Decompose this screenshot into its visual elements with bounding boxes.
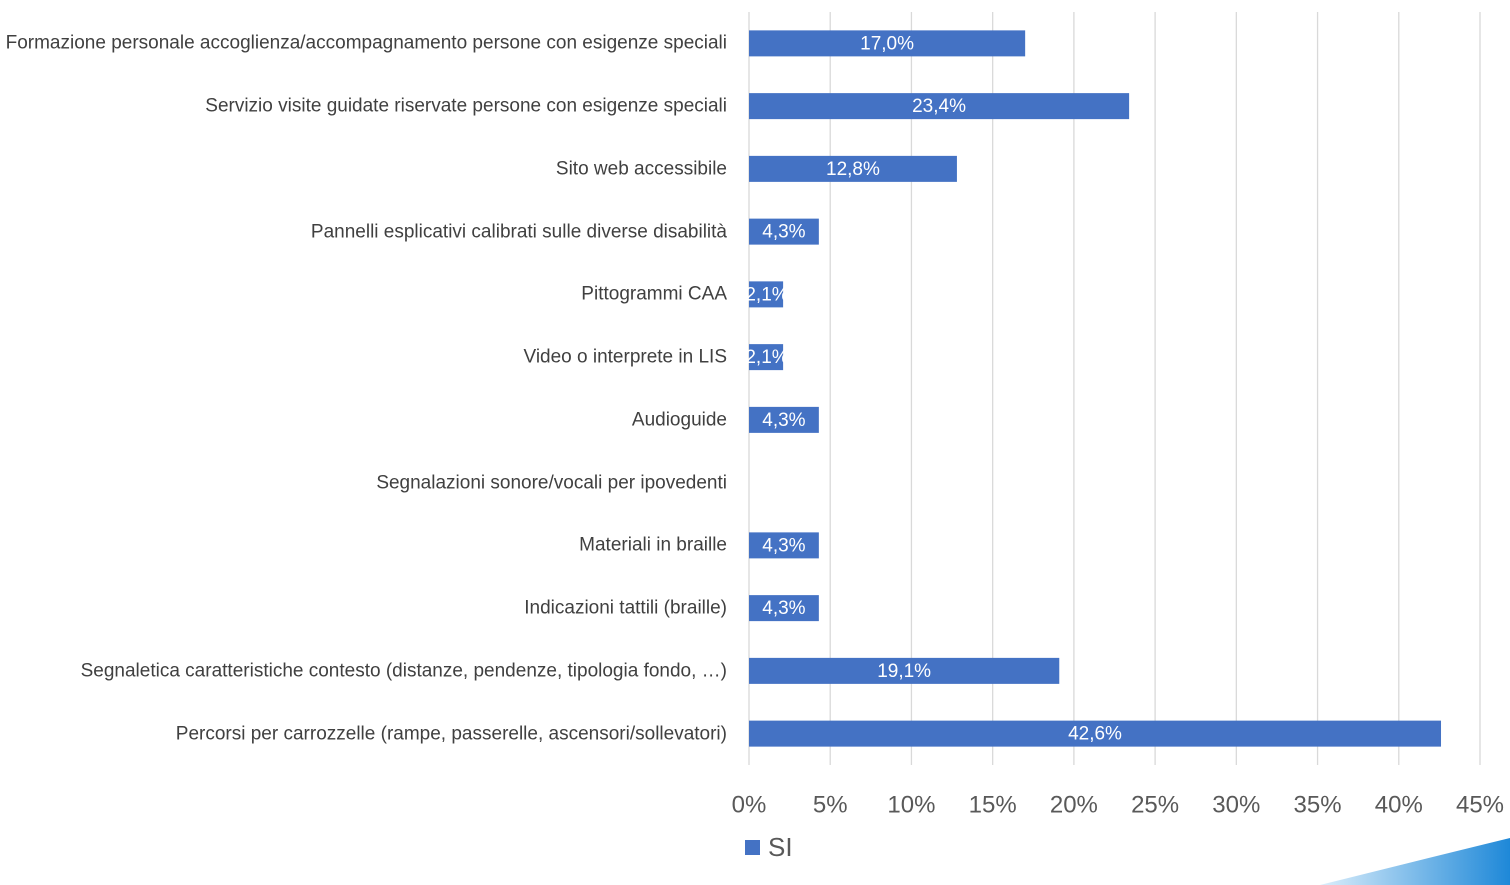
x-tick-label: 15% <box>969 791 1017 818</box>
y-tick-label: Servizio visite guidate riservate person… <box>205 95 727 117</box>
bar <box>749 657 1060 684</box>
y-tick-label: Segnaletica caratteristiche contesto (di… <box>80 660 727 682</box>
y-tick-label: Video o interprete in LIS <box>523 346 727 368</box>
data-label: 17,0% <box>860 33 914 54</box>
bar <box>749 344 784 371</box>
bar <box>749 93 1130 120</box>
y-tick-label: Formazione personale accoglienza/accompa… <box>5 32 727 54</box>
y-tick-label: Segnalazioni sonore/vocali per ipovedent… <box>376 472 727 494</box>
bar <box>749 720 1442 747</box>
data-label: 19,1% <box>877 661 931 682</box>
data-label: 4,3% <box>762 410 805 431</box>
bar <box>749 532 819 559</box>
y-tick-label: Indicazioni tattili (braille) <box>524 597 727 619</box>
bar <box>749 155 957 182</box>
y-tick-label: Audioguide <box>631 409 727 431</box>
data-label: 2,1% <box>745 347 788 368</box>
y-tick-label: Pittogrammi CAA <box>581 283 727 305</box>
y-tick-label: Percorsi per carrozzelle (rampe, passere… <box>175 723 727 745</box>
x-tick-label: 10% <box>887 791 935 818</box>
x-tick-label: 5% <box>813 791 848 818</box>
data-label: 12,8% <box>826 159 880 180</box>
legend-label: SI <box>768 832 793 862</box>
bar <box>749 406 819 433</box>
x-tick-label: 20% <box>1050 791 1098 818</box>
y-tick-label: Sito web accessibile <box>555 158 727 180</box>
data-label: 42,6% <box>1068 724 1122 745</box>
y-tick-label: Materiali in braille <box>579 534 727 556</box>
bar <box>749 595 819 622</box>
data-label: 4,3% <box>762 535 805 556</box>
data-label: 4,3% <box>762 222 805 243</box>
x-tick-label: 45% <box>1456 791 1504 818</box>
legend-swatch <box>745 840 760 855</box>
x-tick-label: 40% <box>1375 791 1423 818</box>
data-label: 4,3% <box>762 598 805 619</box>
x-tick-label: 25% <box>1131 791 1179 818</box>
decoration <box>1320 838 1510 885</box>
x-tick-label: 35% <box>1294 791 1342 818</box>
bar <box>749 281 784 308</box>
data-label: 23,4% <box>912 96 966 117</box>
x-tick-label: 30% <box>1212 791 1260 818</box>
data-label: 2,1% <box>745 284 788 305</box>
y-tick-label: Pannelli esplicativi calibrati sulle div… <box>310 221 727 243</box>
bar <box>749 30 1026 57</box>
x-tick-label: 0% <box>732 791 767 818</box>
bar <box>749 218 819 245</box>
